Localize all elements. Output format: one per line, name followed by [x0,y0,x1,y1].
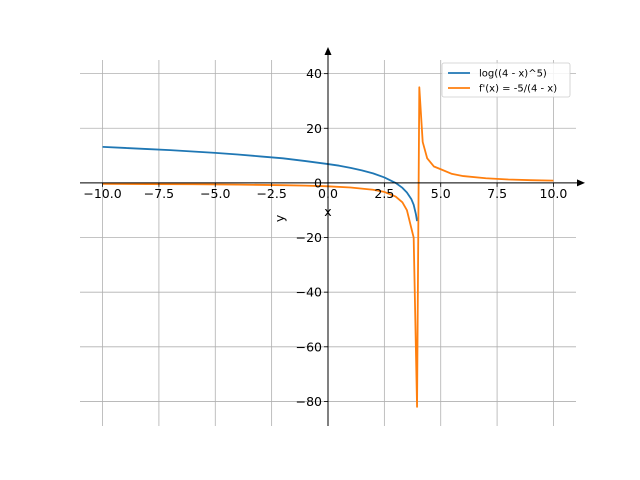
x-tick-label-3: −2.5 [256,186,286,201]
x-axis-arrow-icon [577,179,585,187]
y-tick-label-4: 0 [314,175,322,190]
series-line-1 [102,86,554,408]
x-tick-label-2: −5.0 [200,186,230,201]
y-tick-label-2: −40 [296,285,322,300]
y-tick-label-5: 20 [306,121,322,136]
y-tick-label-6: 40 [306,66,322,81]
x-tick-label-4: 0.0 [318,186,338,201]
x-tick-label-7: 7.5 [487,186,507,201]
axes [80,47,585,426]
y-tick-label-1: −60 [296,339,322,354]
legend: log((4 - x)^5) f'(x) = -5/(4 - x) [441,62,571,98]
x-tick-label-5: 2.5 [374,186,394,201]
y-tick-label-0: −80 [296,394,322,409]
legend-label-0: log((4 - x)^5) [479,69,547,80]
y-axis-arrow-icon [324,47,332,55]
y-axis-label: y [272,214,287,222]
x-tick-label-1: −7.5 [144,186,174,201]
tick-labels: −10.0 −7.5 −5.0 −2.5 0.0 2.5 5.0 7.5 10.0 −80 −60 −… [83,66,567,409]
y-tick-label-3: −20 [296,230,322,245]
legend-label-1: f'(x) = -5/(4 - x) [479,84,557,95]
x-tick-label-6: 5.0 [431,186,451,201]
series-line-0 [102,145,418,222]
legend-box [441,62,571,98]
x-axis-label: x [324,204,331,219]
x-tick-label-8: 10.0 [540,186,568,201]
series-layer [102,86,554,408]
x-tick-label-0: −10.0 [83,186,121,201]
